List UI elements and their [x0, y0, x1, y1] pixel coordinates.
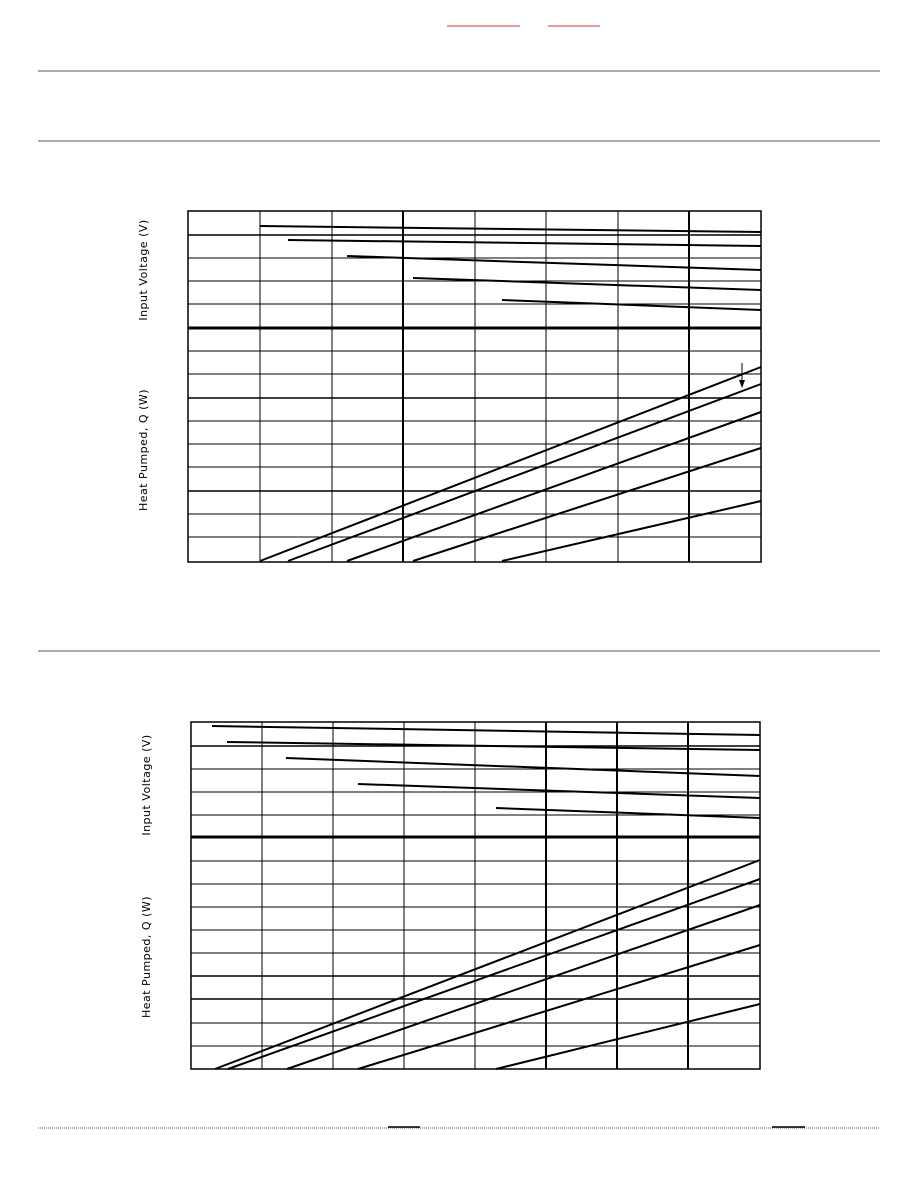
curve — [357, 944, 761, 1070]
chart-2: Input Voltage (V) Heat Pumped, Q (W) — [140, 721, 761, 1070]
axis-label: Input Voltage (V) — [137, 219, 150, 320]
curve — [259, 366, 762, 562]
curve — [501, 299, 762, 311]
curve — [412, 447, 762, 562]
curve — [285, 757, 761, 777]
curve — [346, 255, 762, 271]
axis-label: Heat Pumped, Q (W) — [140, 896, 153, 1018]
curve — [214, 859, 761, 1070]
axis-label: Input Voltage (V) — [140, 734, 153, 835]
curve — [495, 807, 761, 819]
curve — [495, 1003, 761, 1070]
curve — [346, 411, 762, 562]
arrow-head — [739, 380, 745, 388]
curve — [211, 725, 761, 736]
curve — [501, 500, 762, 562]
curve — [412, 277, 762, 291]
chart-1: Input Voltage (V) Heat Pumped, Q (W) — [137, 210, 762, 563]
curve — [357, 783, 761, 799]
curve — [287, 383, 762, 562]
axis-label: Heat Pumped, Q (W) — [137, 389, 150, 511]
curve — [287, 239, 762, 247]
curve — [259, 225, 762, 233]
curve — [286, 904, 761, 1070]
curve — [227, 878, 761, 1070]
curve — [226, 741, 761, 751]
